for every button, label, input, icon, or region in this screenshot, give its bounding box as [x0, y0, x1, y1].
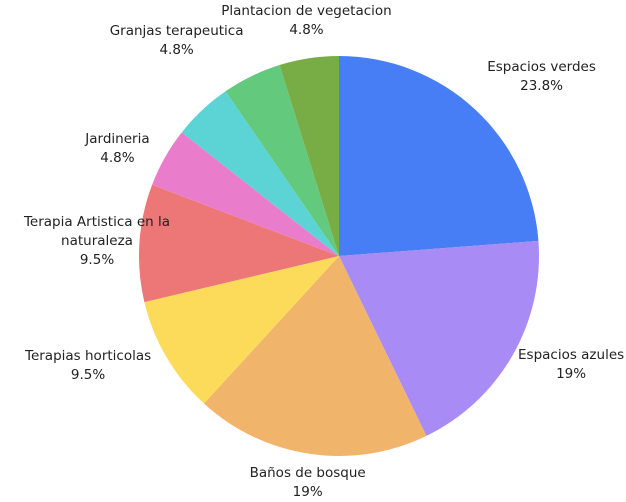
value-label: 9.5% — [70, 367, 106, 384]
pie-slice — [339, 240, 539, 436]
category-label: Terapia Artistica en la naturaleza — [23, 214, 171, 250]
pie-slice — [203, 256, 427, 457]
slice-label: Espacios azules 19% — [518, 346, 624, 384]
pie-slice — [138, 184, 339, 303]
value-label: 19% — [556, 365, 587, 382]
category-label: Espacios verdes — [487, 59, 596, 76]
value-label: 19% — [292, 484, 323, 500]
slice-label: Baños de bosque 19% — [250, 464, 366, 502]
category-label: Granjas terapeutica — [109, 22, 244, 39]
slice-label: Terapia Artistica en la naturaleza 9.5% — [2, 213, 192, 270]
slice-label: Jardineria 4.8% — [85, 130, 149, 168]
value-label: 4.8% — [100, 149, 135, 166]
value-label: 4.8% — [159, 41, 194, 58]
category-label: Plantacion de vegetacion — [221, 3, 392, 20]
category-label: Espacios azules — [518, 346, 625, 363]
value-label: 9.5% — [79, 252, 115, 269]
category-label: Baños de bosque — [249, 465, 366, 481]
slice-label: Espacios verdes 23.8% — [487, 58, 596, 96]
category-label: Terapias horticolas — [25, 348, 152, 365]
pie-slice — [144, 256, 339, 404]
slice-label: Plantacion de vegetacion 4.8% — [221, 2, 391, 40]
slice-label: Granjas terapeutica 4.8% — [110, 22, 244, 60]
pie-slice — [181, 91, 339, 256]
pie-slice — [225, 65, 339, 256]
pie-slice — [152, 132, 339, 256]
pie-slice — [339, 56, 539, 256]
category-label: Jardineria — [85, 130, 150, 147]
pie-slice — [279, 56, 339, 256]
value-label: 4.8% — [289, 22, 324, 39]
slice-label: Terapias horticolas 9.5% — [25, 347, 151, 385]
value-label: 23.8% — [520, 78, 563, 95]
